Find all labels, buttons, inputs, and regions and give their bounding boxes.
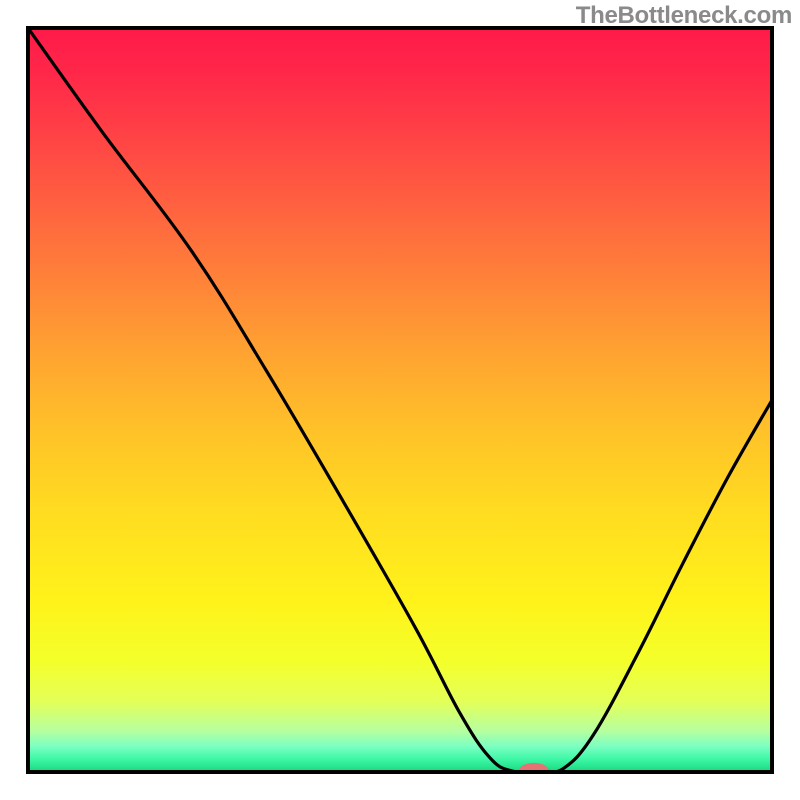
watermark-text: TheBottleneck.com — [576, 2, 792, 30]
plot-background — [28, 28, 772, 772]
bottleneck-chart — [0, 0, 800, 800]
chart-container: TheBottleneck.com — [0, 0, 800, 800]
